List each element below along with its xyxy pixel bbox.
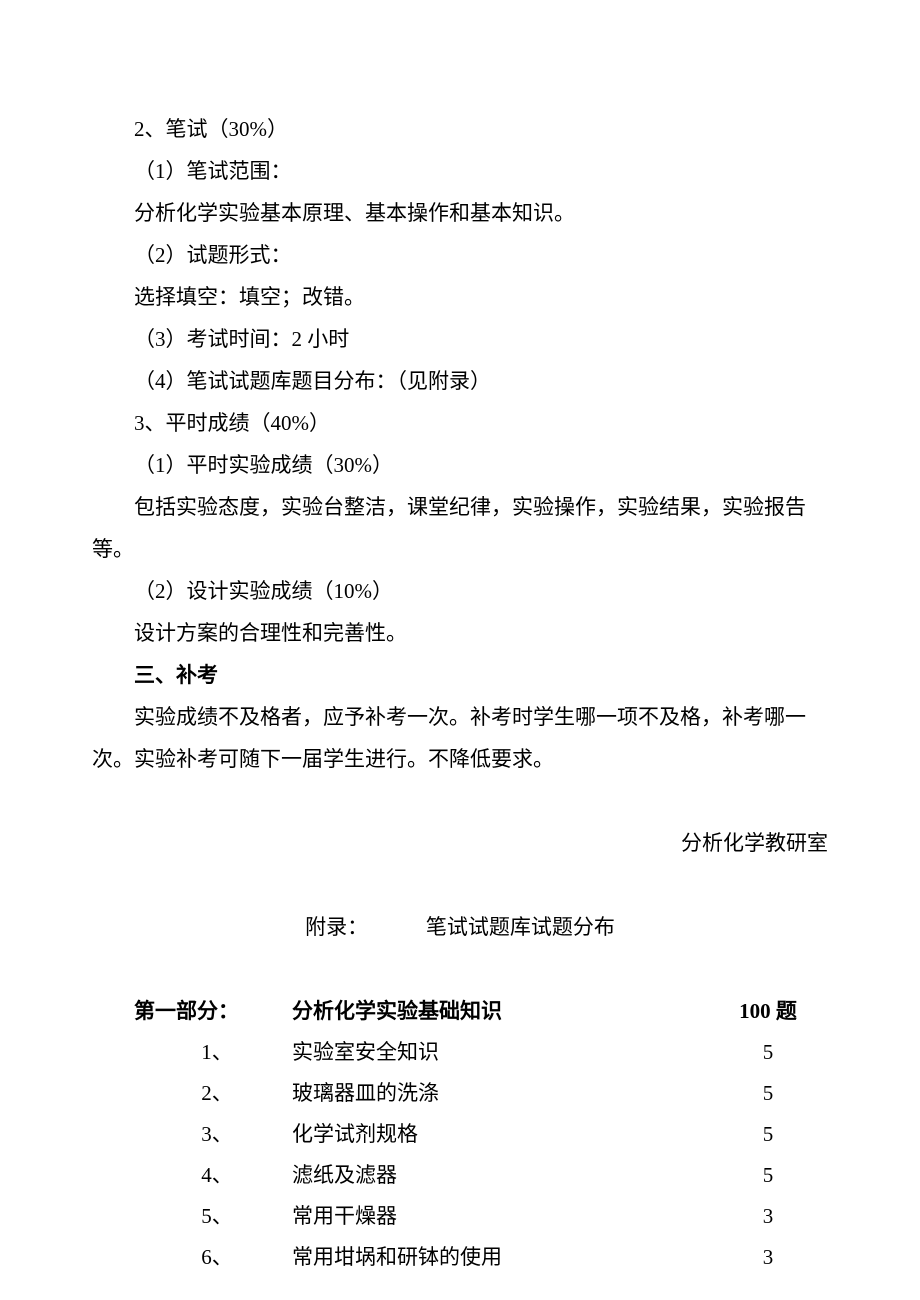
section-title: 分析化学实验基础知识 [292,990,708,1032]
text-line: 包括实验态度，实验台整洁，课堂纪律，实验操作，实验结果，实验报告 [92,486,828,528]
item-title: 常用干燥器 [292,1196,708,1237]
appendix-label: 附录： [305,906,368,948]
text-line: 实验成绩不及格者，应予补考一次。补考时学生哪一项不及格，补考哪一 [92,696,828,738]
signature: 分析化学教研室 [92,822,828,864]
item-count: 5 [708,1155,828,1196]
item-count: 5 [708,1032,828,1073]
table-row: 6、常用坩埚和研钵的使用3 [92,1237,828,1278]
item-title: 玻璃器皿的洗涤 [292,1073,708,1114]
item-count: 3 [708,1237,828,1278]
appendix-title: 附录： 笔试试题库试题分布 [92,906,828,948]
item-title: 常用坩埚和研钵的使用 [292,1237,708,1278]
text-line: （2）试题形式： [92,234,828,276]
item-number: 1、 [92,1032,292,1073]
text-line: （1）平时实验成绩（30%） [92,444,828,486]
text-line: 2、笔试（30%） [92,108,828,150]
text-line: 选择填空：填空；改错。 [92,276,828,318]
table-row: 2、玻璃器皿的洗涤5 [92,1073,828,1114]
item-count: 5 [708,1073,828,1114]
table-row: 5、常用干燥器3 [92,1196,828,1237]
table-row: 4、滤纸及滤器5 [92,1155,828,1196]
document-body: 2、笔试（30%）（1）笔试范围：分析化学实验基本原理、基本操作和基本知识。（2… [92,108,828,1278]
text-line: （4）笔试试题库题目分布：（见附录） [92,360,828,402]
text-line: 设计方案的合理性和完善性。 [92,612,828,654]
item-title: 化学试剂规格 [292,1114,708,1155]
item-number: 6、 [92,1237,292,1278]
item-number: 2、 [92,1073,292,1114]
section-label: 第一部分： [92,990,292,1032]
item-count: 3 [708,1196,828,1237]
text-line: 次。实验补考可随下一届学生进行。不降低要求。 [92,738,828,780]
appendix-name: 笔试试题库试题分布 [426,915,615,939]
text-line: （2）设计实验成绩（10%） [92,570,828,612]
text-line: （3）考试时间：2 小时 [92,318,828,360]
text-line: 3、平时成绩（40%） [92,402,828,444]
table-row: 1、实验室安全知识5 [92,1032,828,1073]
item-number: 3、 [92,1114,292,1155]
item-title: 实验室安全知识 [292,1032,708,1073]
section-header: 第一部分： 分析化学实验基础知识 100 题 [92,990,828,1032]
item-title: 滤纸及滤器 [292,1155,708,1196]
section-count: 100 题 [708,990,828,1032]
text-line: 等。 [92,528,828,570]
text-line: 分析化学实验基本原理、基本操作和基本知识。 [92,192,828,234]
item-count: 5 [708,1114,828,1155]
item-number: 5、 [92,1196,292,1237]
text-line: （1）笔试范围： [92,150,828,192]
text-line: 三、补考 [92,654,828,696]
table-row: 3、化学试剂规格5 [92,1114,828,1155]
item-number: 4、 [92,1155,292,1196]
